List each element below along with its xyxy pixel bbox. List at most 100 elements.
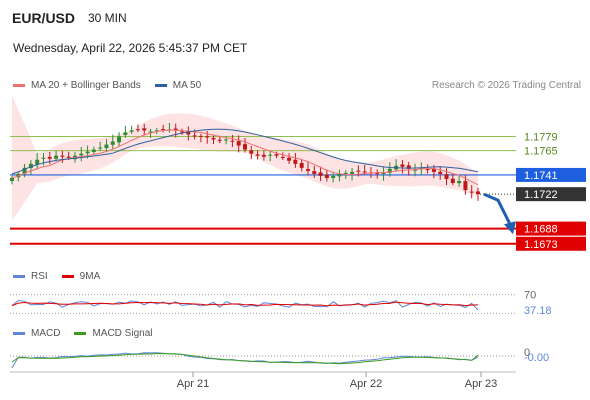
candle-body	[60, 155, 65, 157]
x-tick-label: Apr 22	[350, 378, 382, 390]
candle-body	[198, 135, 203, 137]
macd-signal-swatch	[74, 332, 87, 335]
candle-body	[431, 168, 436, 172]
candle-body	[110, 141, 115, 145]
x-tick-label: Apr 23	[465, 378, 497, 390]
candle-body	[54, 155, 59, 159]
candle-body	[186, 131, 191, 135]
forecast-arrow-head	[504, 221, 516, 235]
forecast-arrow	[483, 192, 512, 225]
candle-body	[230, 140, 235, 142]
candle-body	[129, 130, 134, 132]
candle-body	[318, 172, 323, 176]
candle-body	[91, 149, 96, 152]
price-legend: MA 20 + Bollinger Bands MA 50	[13, 80, 201, 91]
candle-body	[142, 128, 147, 131]
credit-label: Research © 2026 Trading Central	[431, 80, 581, 91]
bollinger-band	[12, 94, 478, 221]
candle-body	[324, 174, 329, 178]
rsi-ma-swatch	[61, 275, 74, 278]
candle-body	[180, 131, 185, 133]
macd-zero-label: 0	[524, 347, 530, 359]
level-label-1.1779: 1.1779	[524, 131, 558, 143]
candle-body	[476, 191, 480, 195]
last-price-box	[516, 187, 586, 202]
pivot-label-box	[516, 167, 586, 182]
candle-body	[293, 159, 298, 164]
candle-body	[249, 150, 254, 154]
candle-body	[463, 181, 468, 191]
interval-label: 30 MIN	[88, 11, 127, 25]
ma50-legend-label: MA 50	[172, 80, 202, 91]
candle-body	[236, 141, 241, 146]
candle-body	[375, 172, 380, 174]
candle-body	[381, 172, 386, 174]
candle-body	[356, 170, 361, 172]
candle-body	[161, 129, 166, 131]
candle-body	[47, 156, 52, 159]
last-price-label: 1.1722	[524, 189, 558, 201]
rsi-legend: RSI 9MA	[13, 271, 100, 282]
ma50-swatch	[154, 84, 167, 87]
candle-body	[211, 137, 216, 140]
datetime-label: Wednesday, April 22, 2026 5:45:37 PM CET	[13, 41, 248, 55]
candle-body	[243, 144, 247, 150]
candle-body	[98, 147, 103, 149]
candle-body	[350, 171, 355, 175]
candle-body	[261, 154, 266, 157]
rsi-legend-label: RSI	[31, 271, 48, 282]
candle-body	[406, 165, 411, 169]
rsi-value-label: 37.18	[524, 305, 552, 317]
level-label-1.1741: 1.1741	[524, 170, 558, 182]
candle-body	[192, 135, 197, 137]
ma20-line	[11, 129, 479, 186]
candle-body	[299, 163, 304, 168]
candle-body	[457, 181, 462, 184]
candle-body	[425, 169, 430, 171]
candle-body	[79, 153, 84, 156]
x-tick-label: Apr 21	[177, 378, 209, 390]
candle-body	[274, 154, 279, 156]
candle-body	[400, 164, 405, 167]
candle-body	[438, 171, 443, 174]
candle-body	[343, 172, 348, 174]
candle-body	[10, 177, 14, 181]
macd-swatch	[13, 332, 25, 335]
rsi-swatch	[13, 275, 25, 278]
candle-body	[287, 157, 292, 161]
level-label-1.1688: 1.1688	[524, 224, 558, 236]
candle-body	[35, 159, 40, 165]
rsi-ma-legend-label: 9MA	[79, 271, 101, 282]
level-label-1.1673: 1.1673	[524, 239, 558, 251]
candle-body	[123, 132, 128, 135]
candle-body	[135, 129, 140, 131]
candle-body	[66, 156, 71, 158]
macd-value-label: -0.00	[524, 352, 549, 364]
candle-body	[312, 171, 317, 174]
candle-body	[117, 136, 122, 143]
candle-body	[413, 169, 418, 171]
candle-body	[173, 128, 178, 131]
candle-body	[148, 131, 153, 133]
candle-body	[469, 191, 474, 193]
candle-body	[255, 154, 260, 156]
candle-body	[444, 174, 449, 179]
candle-body	[41, 157, 46, 159]
macd-legend-label: MACD	[31, 328, 61, 339]
candle-body	[85, 151, 90, 154]
candle-body	[217, 139, 222, 141]
candle-body	[28, 163, 33, 168]
candle-body	[154, 130, 159, 132]
candle-body	[387, 168, 392, 173]
candle-body	[268, 154, 273, 156]
rsi-ma-line	[11, 301, 479, 307]
candle-body	[104, 144, 109, 149]
ma20-legend-label: MA 20 + Bollinger Bands	[31, 80, 141, 91]
candle-body	[305, 169, 310, 171]
candle-body	[337, 173, 342, 177]
rsi-70-label: 70	[524, 290, 536, 302]
candle-body	[362, 171, 367, 173]
candle-body	[205, 136, 210, 138]
ma20-swatch	[13, 84, 25, 87]
candle-body	[224, 139, 229, 141]
